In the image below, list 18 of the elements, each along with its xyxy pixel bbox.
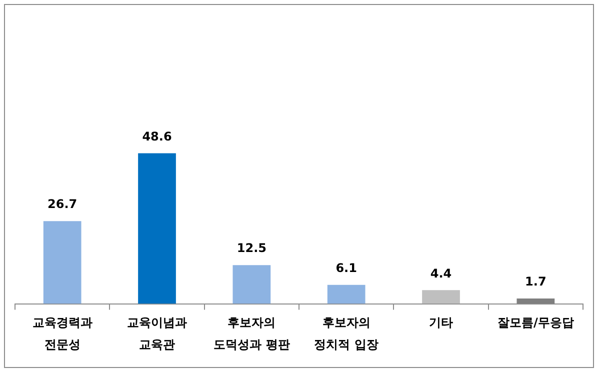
bar xyxy=(516,298,555,304)
data-label: 6.1 xyxy=(336,261,357,276)
bar xyxy=(232,265,271,304)
x-tick-label: 후보자의 도덕성과 평판 xyxy=(214,316,290,352)
bar xyxy=(422,290,460,304)
data-label: 1.7 xyxy=(525,274,546,289)
x-tick-label: 잘모름/무응답 xyxy=(497,316,574,330)
x-tick-label: 기타 xyxy=(429,316,453,330)
bar xyxy=(327,284,366,304)
x-tick-label: 교육경력과 전문성 xyxy=(32,316,92,352)
data-label: 4.4 xyxy=(430,266,452,280)
bar xyxy=(43,221,82,304)
bar xyxy=(138,153,176,304)
data-label: 26.7 xyxy=(48,197,78,212)
data-label: 12.5 xyxy=(236,241,266,256)
data-label: 48.6 xyxy=(142,129,172,144)
x-tick-label: 후보자의 정치적 입장 xyxy=(314,316,378,352)
x-tick-label: 교육이념과 교육관 xyxy=(127,316,187,352)
